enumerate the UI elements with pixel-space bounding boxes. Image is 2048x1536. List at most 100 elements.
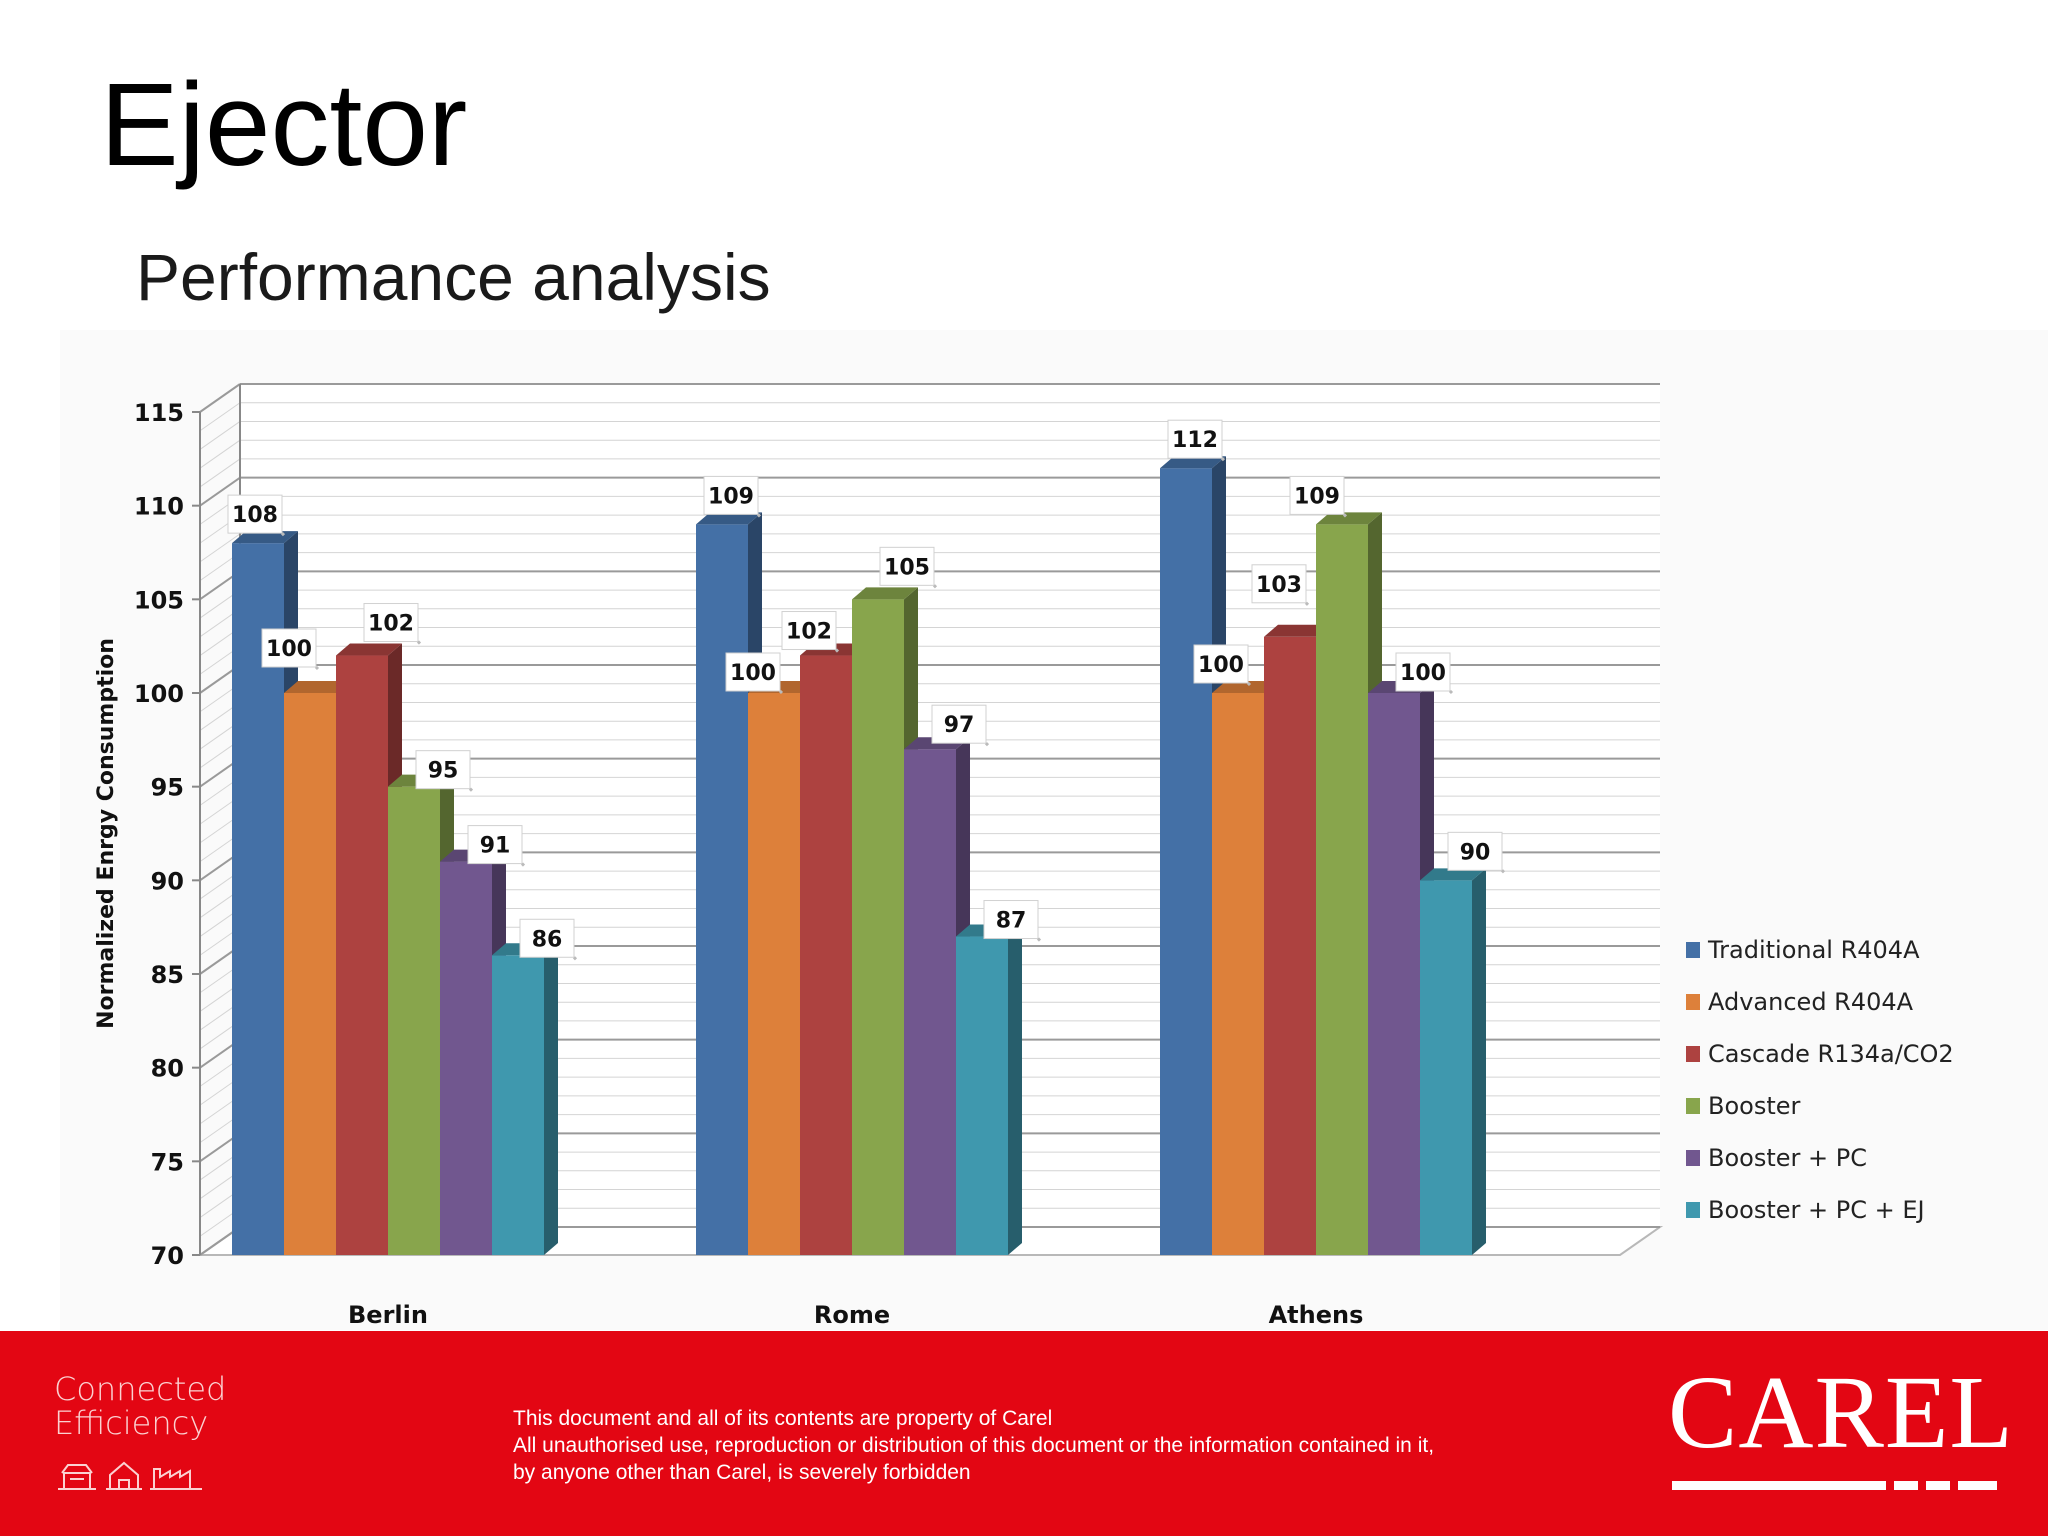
data-label-shadow: [1500, 869, 1506, 874]
data-label-box: [415, 750, 471, 790]
data-label-shadow: [468, 787, 474, 792]
y-tick-label: 110: [134, 493, 184, 521]
data-label-box: [879, 546, 935, 586]
bar-top: [336, 643, 402, 656]
data-label-box: [1395, 652, 1451, 692]
bar-top: [1420, 868, 1486, 881]
major-gridline-side: [199, 383, 241, 413]
data-label-shadow: [572, 956, 578, 961]
bar-top: [284, 681, 350, 693]
minor-gridline-side: [199, 421, 241, 450]
data-label-box: [261, 628, 317, 668]
data-label: 91: [480, 834, 511, 859]
bar-side: [1008, 924, 1022, 1255]
data-label: 100: [1198, 653, 1244, 678]
legend-swatch: [1686, 942, 1700, 958]
data-label-box: [1289, 475, 1345, 515]
data-label-shadow: [520, 862, 526, 867]
legend-label: Booster: [1708, 1092, 1801, 1120]
bar-athens-1: [1212, 693, 1264, 1255]
bar-berlin-1: [284, 693, 336, 1255]
tagline-line-1: Connected: [54, 1370, 227, 1408]
data-label-shadow: [1220, 457, 1226, 462]
y-tick-label: 105: [134, 586, 184, 614]
data-label-box: [983, 900, 1039, 940]
bar-top: [1316, 512, 1382, 525]
bar-athens-2: [1264, 636, 1316, 1255]
data-label-shadow: [778, 689, 784, 695]
legend-swatch: [1686, 1098, 1700, 1114]
bar-athens-3: [1316, 524, 1368, 1255]
copyright-notice-line-1: This document and all of its contents ar…: [513, 1407, 1053, 1430]
data-label: 87: [996, 909, 1027, 934]
copyright-notice-line-2: All unauthorised use, reproduction or di…: [513, 1434, 1435, 1457]
store-icon: [58, 1464, 96, 1490]
bar-berlin-5: [492, 955, 544, 1255]
data-label: 100: [730, 661, 776, 686]
data-label-box: [467, 825, 523, 865]
y-tick-label: 115: [134, 399, 184, 427]
bar-chart: 115 110 105 100 95 90 85 80 75 70 Normalized Enrgy…: [94, 383, 1954, 1329]
data-label-box: [227, 494, 283, 534]
footer-bar: Connected Efficiency This document and a…: [0, 1331, 2048, 1536]
data-label-shadow: [416, 640, 422, 645]
data-label: 102: [368, 612, 414, 637]
data-label-shadow: [984, 742, 990, 747]
bar-rome-3: [852, 599, 904, 1255]
bar-berlin-3: [388, 786, 440, 1255]
house-icon: [106, 1461, 142, 1490]
y-axis-label: Normalized Enrgy Consumption: [94, 638, 119, 1029]
bar-athens-0: [1160, 468, 1212, 1255]
data-label-shadow: [834, 648, 840, 653]
y-tick-label: 80: [151, 1055, 184, 1083]
bar-top: [1264, 624, 1330, 637]
bar-top: [696, 512, 762, 525]
logo-underline: [1672, 1481, 1997, 1490]
legend-label: Cascade R134a/CO2: [1708, 1040, 1954, 1068]
data-label-box: [363, 603, 419, 643]
data-label-box: [1193, 644, 1249, 684]
bar-athens-5: [1420, 880, 1472, 1255]
x-tick-label: Berlin: [348, 1301, 428, 1329]
bar-side: [1472, 868, 1486, 1255]
data-label-box: [1251, 564, 1307, 604]
data-label: 103: [1256, 573, 1302, 598]
legend-swatch: [1686, 1046, 1700, 1062]
y-tick-label: 85: [151, 961, 184, 989]
legend-label: Booster + PC + EJ: [1708, 1196, 1925, 1224]
major-gridline-side: [199, 476, 241, 507]
legend-swatch: [1686, 994, 1700, 1010]
data-label: 109: [1294, 484, 1340, 509]
data-label-shadow: [1246, 681, 1252, 687]
data-label-shadow: [1036, 937, 1042, 942]
bar-rome-0: [696, 524, 748, 1255]
chart-title: Performance analysis: [136, 240, 771, 314]
data-label-shadow: [1342, 513, 1348, 518]
x-tick-label: Rome: [814, 1301, 890, 1329]
data-label: 112: [1172, 428, 1218, 453]
data-label: 97: [944, 713, 975, 738]
bar-side: [544, 943, 558, 1255]
legend-label: Booster + PC: [1708, 1144, 1867, 1172]
data-label: 108: [232, 503, 278, 528]
minor-gridline-side: [199, 458, 241, 488]
y-tick-label: 75: [151, 1148, 184, 1176]
y-tick-label: 95: [151, 774, 184, 802]
copyright-notice-line-3: by anyone other than Carel, is severely …: [513, 1461, 971, 1484]
bar-berlin-4: [440, 861, 492, 1255]
data-label: 102: [786, 620, 832, 645]
bar-berlin-2: [336, 655, 388, 1255]
factory-icon: [150, 1468, 202, 1490]
data-label-box: [703, 475, 759, 515]
data-label-box: [781, 611, 837, 651]
data-label-shadow: [932, 584, 938, 589]
data-label: 86: [532, 927, 563, 952]
minor-gridline-side: [199, 533, 241, 563]
slide-title: Ejector: [100, 59, 468, 191]
data-label-shadow: [280, 532, 286, 537]
legend-swatch: [1686, 1150, 1700, 1166]
data-label: 100: [266, 637, 312, 662]
data-label-shadow: [1304, 601, 1310, 606]
minor-gridline-side: [199, 439, 241, 469]
data-label: 95: [428, 759, 459, 784]
